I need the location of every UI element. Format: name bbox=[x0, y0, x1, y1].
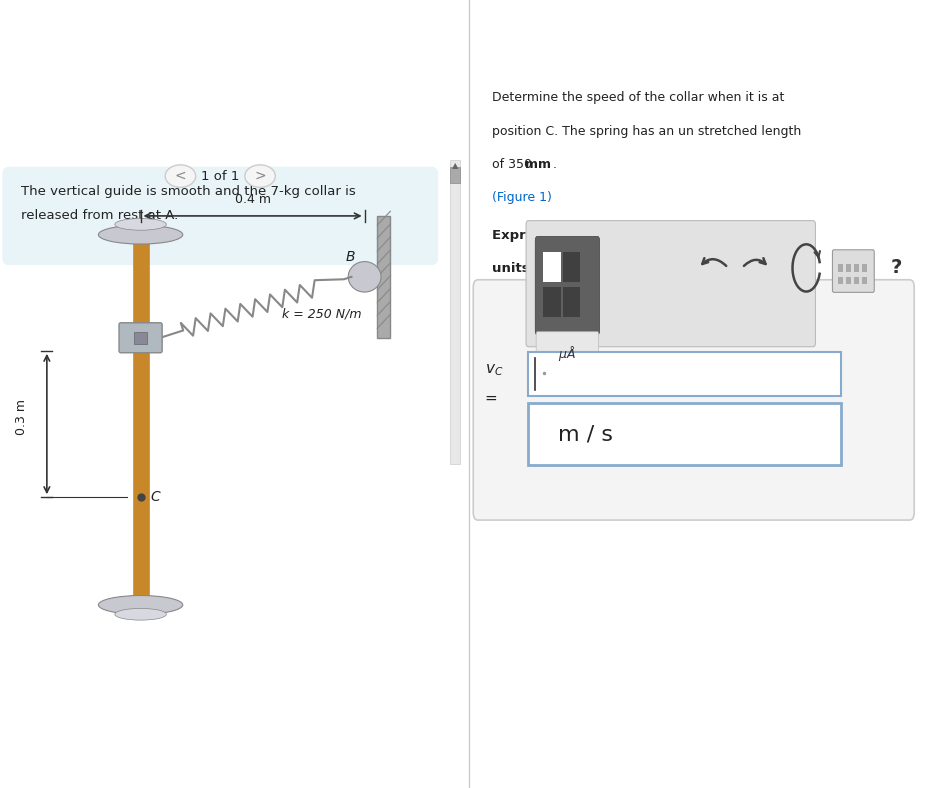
Text: 1 of 1: 1 of 1 bbox=[201, 169, 239, 183]
FancyBboxPatch shape bbox=[119, 323, 162, 353]
Text: The vertical guide is smooth and the 7-kg collar is: The vertical guide is smooth and the 7-k… bbox=[21, 185, 355, 199]
Text: (Figure 1): (Figure 1) bbox=[491, 191, 551, 203]
FancyBboxPatch shape bbox=[3, 167, 438, 265]
Text: A: A bbox=[151, 329, 160, 343]
Bar bbox=[853, 264, 858, 272]
Bar bbox=[836, 264, 842, 272]
Text: B: B bbox=[346, 250, 355, 264]
Bar bbox=[861, 277, 867, 284]
Text: ▲: ▲ bbox=[451, 162, 458, 170]
Bar bbox=[844, 277, 850, 284]
Text: >: > bbox=[254, 169, 266, 183]
Text: of 350: of 350 bbox=[491, 158, 535, 171]
Bar bbox=[542, 287, 560, 317]
Ellipse shape bbox=[115, 608, 166, 620]
Text: =: = bbox=[484, 390, 497, 406]
FancyBboxPatch shape bbox=[535, 236, 599, 335]
Text: position C. The spring has an un stretched length: position C. The spring has an un stretch… bbox=[491, 125, 800, 137]
Ellipse shape bbox=[348, 262, 381, 292]
FancyBboxPatch shape bbox=[832, 250, 873, 292]
Text: k = 250 N/m: k = 250 N/m bbox=[282, 308, 361, 321]
Text: $\mu\AA$: $\mu\AA$ bbox=[558, 344, 576, 362]
Text: <: < bbox=[174, 169, 186, 183]
Text: m / s: m / s bbox=[558, 424, 613, 444]
Text: 0.4 m: 0.4 m bbox=[235, 192, 271, 206]
Bar bbox=[861, 264, 867, 272]
FancyBboxPatch shape bbox=[527, 352, 840, 396]
Text: $v_C$: $v_C$ bbox=[484, 362, 502, 378]
Ellipse shape bbox=[98, 596, 183, 615]
Text: 0.3 m: 0.3 m bbox=[15, 400, 28, 436]
Bar bbox=[836, 277, 842, 284]
FancyBboxPatch shape bbox=[527, 403, 840, 465]
FancyBboxPatch shape bbox=[526, 221, 815, 347]
FancyBboxPatch shape bbox=[536, 332, 598, 374]
Bar bbox=[542, 252, 560, 282]
Ellipse shape bbox=[98, 225, 183, 244]
Text: Determine the speed of the collar when it is at: Determine the speed of the collar when i… bbox=[491, 91, 783, 103]
Text: Express your answer with the appropriate: Express your answer with the appropriate bbox=[491, 229, 806, 241]
Bar bbox=[562, 252, 579, 282]
Bar bbox=[853, 277, 858, 284]
Bar bbox=[562, 287, 579, 317]
Text: C: C bbox=[151, 490, 160, 504]
Ellipse shape bbox=[165, 165, 196, 188]
Bar bbox=[450, 160, 460, 464]
Bar bbox=[450, 167, 460, 183]
Bar bbox=[134, 332, 146, 344]
Ellipse shape bbox=[245, 165, 275, 188]
Text: units.: units. bbox=[491, 262, 534, 274]
Text: .: . bbox=[549, 158, 556, 171]
Bar bbox=[377, 216, 390, 338]
Text: released from rest at A.: released from rest at A. bbox=[21, 209, 178, 222]
Bar bbox=[844, 264, 850, 272]
Text: mm: mm bbox=[524, 158, 550, 171]
Ellipse shape bbox=[115, 218, 166, 230]
FancyBboxPatch shape bbox=[473, 280, 913, 520]
Text: ?: ? bbox=[889, 258, 900, 277]
